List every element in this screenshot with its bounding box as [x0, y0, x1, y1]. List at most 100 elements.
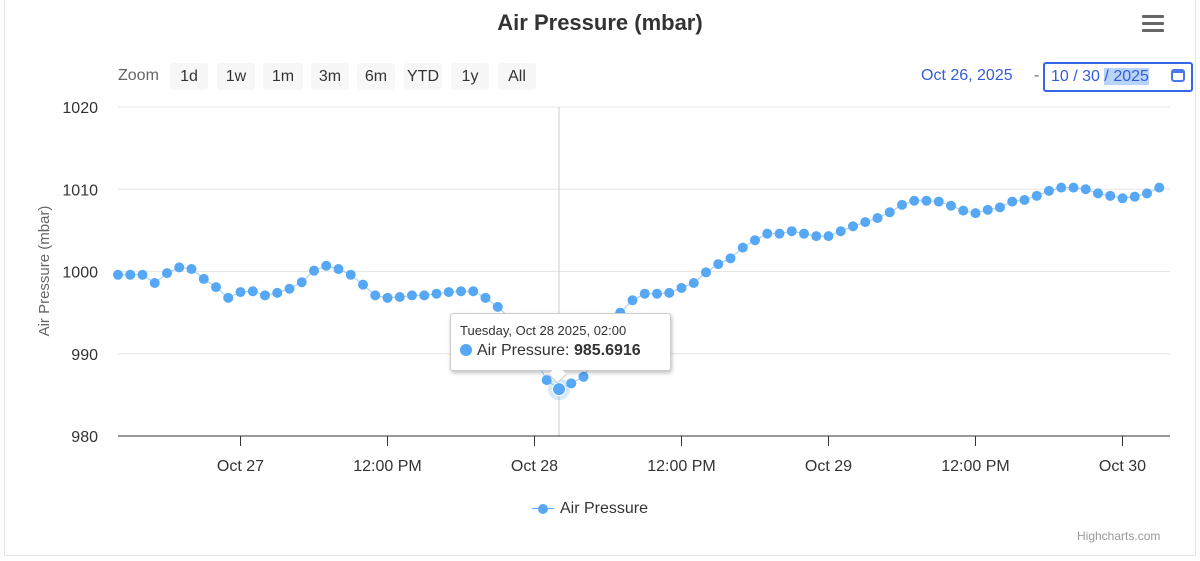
- data-point: [688, 278, 699, 289]
- data-point: [639, 288, 650, 299]
- tooltip-series: Air Pressure: [477, 342, 566, 359]
- data-point: [860, 217, 871, 228]
- data-point: [933, 196, 944, 207]
- date-separator: -: [1034, 67, 1040, 84]
- y-tick-label: 1000: [62, 265, 98, 282]
- data-point: [272, 287, 283, 298]
- date-day[interactable]: 30: [1082, 68, 1100, 85]
- data-point: [480, 292, 491, 303]
- data-point: [1031, 190, 1042, 201]
- data-point: [309, 265, 319, 276]
- data-point: [407, 290, 417, 301]
- date-sep: /: [1104, 68, 1109, 85]
- zoom-button-3m[interactable]: 3m: [311, 63, 349, 90]
- data-point: [1093, 188, 1103, 199]
- data-point: [1056, 182, 1067, 193]
- data-point: [664, 287, 675, 298]
- data-point: [443, 287, 454, 298]
- x-tick-label: 12:00 PM: [353, 458, 421, 475]
- data-point: [149, 278, 160, 289]
- zoom-button-1d[interactable]: 1d: [170, 63, 208, 90]
- data-point: [370, 290, 381, 301]
- data-point: [982, 204, 993, 215]
- chart-title: Air Pressure (mbar): [497, 10, 703, 35]
- data-point: [897, 199, 907, 210]
- series-marker-icon: [460, 344, 472, 356]
- zoom-button-6m[interactable]: 6m: [357, 63, 395, 90]
- date-to-input[interactable]: 10 / 30 / 2025: [1043, 62, 1193, 92]
- data-point: [909, 195, 920, 206]
- zoom-button-1y[interactable]: 1y: [451, 63, 489, 90]
- data-point: [884, 207, 895, 218]
- data-point: [1117, 193, 1128, 204]
- hamburger-menu-icon[interactable]: [1142, 15, 1164, 33]
- data-point: [419, 290, 430, 301]
- data-point: [456, 286, 466, 297]
- data-point: [162, 268, 172, 279]
- zoom-button-all[interactable]: All: [498, 63, 536, 90]
- data-point: [247, 286, 258, 297]
- zoom-button-ytd[interactable]: YTD: [404, 63, 442, 90]
- zoom-button-1w[interactable]: 1w: [217, 63, 255, 90]
- data-point: [848, 221, 858, 232]
- tooltip-sep: :: [565, 342, 570, 359]
- data-point: [578, 371, 589, 382]
- date-from-input[interactable]: Oct 26, 2025: [921, 67, 1013, 84]
- data-point: [284, 283, 295, 294]
- date-year[interactable]: 2025: [1113, 68, 1149, 85]
- data-point: [468, 286, 479, 297]
- data-point: [799, 228, 809, 239]
- data-point: [198, 273, 209, 284]
- data-point: [345, 269, 356, 280]
- highcharts-credit[interactable]: Highcharts.com: [1077, 529, 1161, 543]
- x-tick-label: Oct 29: [805, 458, 852, 475]
- data-point: [541, 375, 552, 386]
- data-point: [750, 235, 760, 246]
- data-point: [566, 378, 577, 389]
- data-point: [1019, 194, 1030, 205]
- x-tick-label: 12:00 PM: [647, 458, 715, 475]
- data-point: [358, 279, 368, 290]
- zoom-button-1m[interactable]: 1m: [263, 63, 303, 90]
- zoom-label: Zoom: [118, 67, 159, 84]
- data-point: [946, 200, 956, 211]
- data-point: [174, 262, 185, 273]
- data-point: [1154, 182, 1165, 193]
- x-tick-label: Oct 30: [1099, 458, 1146, 475]
- data-point: [970, 208, 981, 219]
- legend-item-air-pressure[interactable]: Air Pressure: [532, 500, 649, 518]
- y-tick-label: 1010: [62, 182, 98, 199]
- data-point: [737, 242, 748, 253]
- data-point: [1142, 188, 1152, 199]
- data-point: [125, 269, 136, 280]
- data-point: [995, 202, 1005, 213]
- date-month[interactable]: 10: [1051, 68, 1069, 85]
- highlighted-point: [552, 382, 566, 397]
- data-point: [382, 292, 393, 303]
- data-point: [296, 277, 307, 288]
- data-point: [958, 205, 969, 216]
- data-point: [223, 292, 234, 303]
- legend-marker-icon: [532, 503, 554, 514]
- tooltip-date: Tuesday, Oct 28 2025, 02:00: [460, 323, 627, 338]
- data-point: [211, 282, 221, 293]
- data-point: [1068, 182, 1079, 193]
- date-sep: /: [1073, 68, 1078, 85]
- y-tick-label: 1020: [62, 100, 98, 117]
- legend-label: Air Pressure: [560, 500, 649, 517]
- data-point: [113, 269, 123, 280]
- data-point: [1007, 196, 1018, 207]
- tooltip-value: 985.6916: [573, 342, 641, 359]
- data-point: [762, 228, 773, 239]
- calendar-icon[interactable]: [1171, 69, 1185, 82]
- data-point: [823, 231, 834, 242]
- data-point: [774, 228, 785, 239]
- y-tick-label: 980: [71, 429, 98, 446]
- y-tick-label: 990: [71, 347, 98, 364]
- x-tick-label: 12:00 PM: [941, 458, 1009, 475]
- data-point: [835, 226, 846, 237]
- data-point: [1105, 190, 1116, 201]
- data-point: [186, 264, 197, 275]
